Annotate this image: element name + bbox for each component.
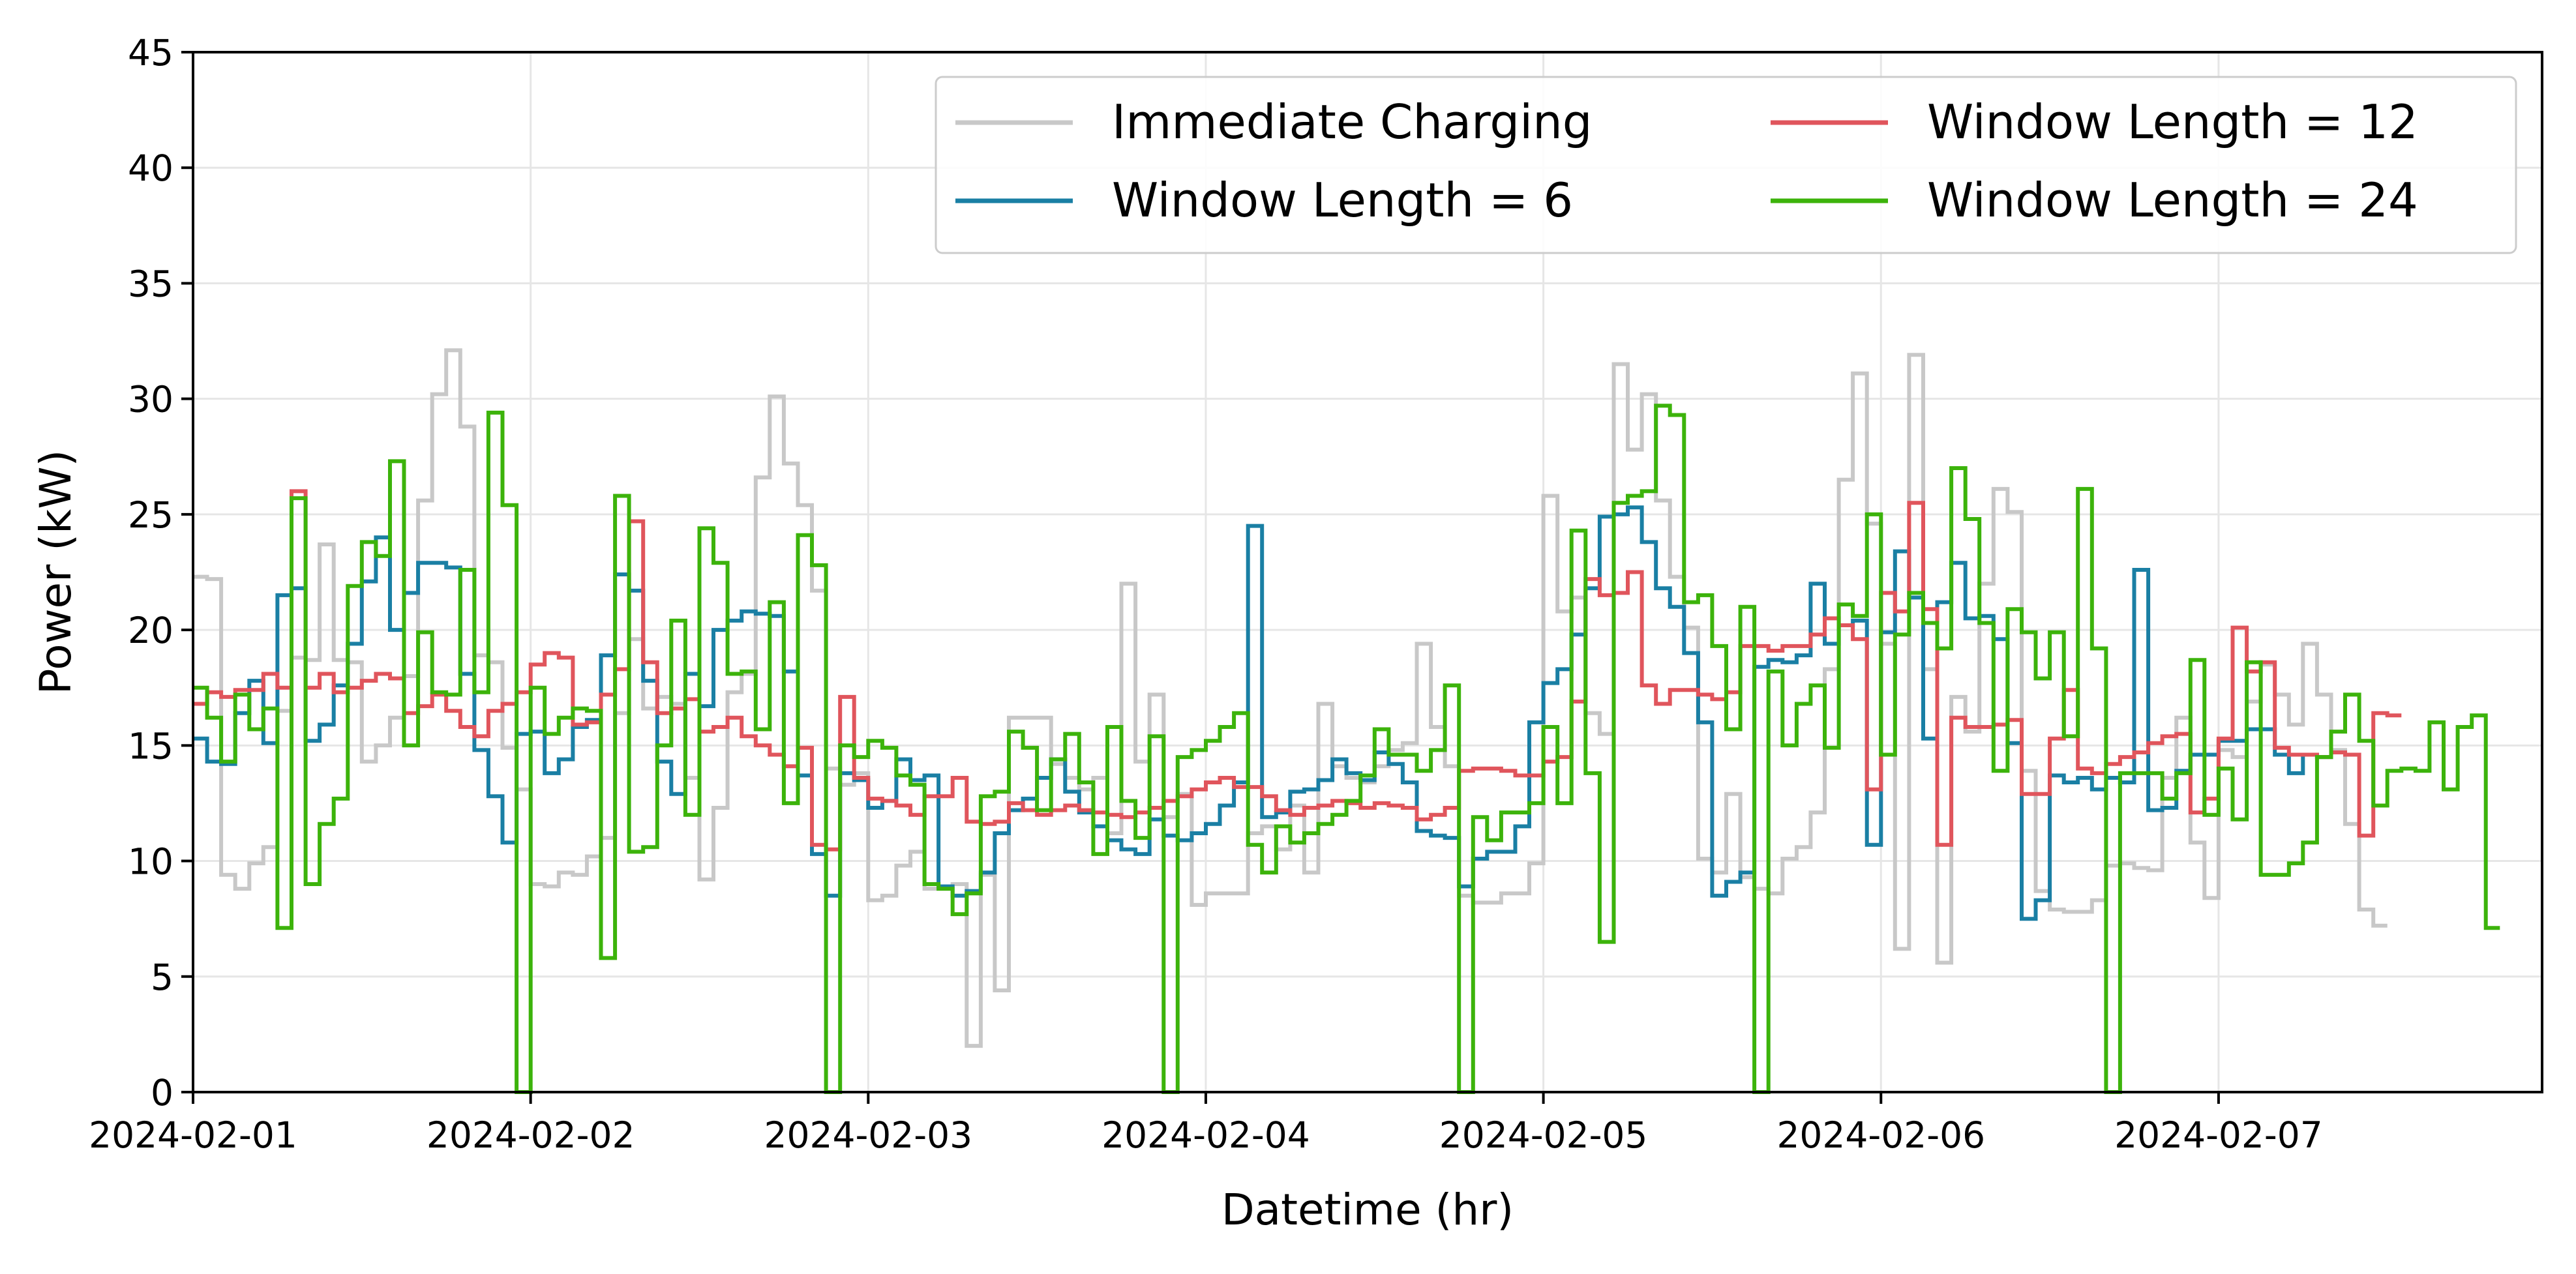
series-line-1: [193, 348, 2388, 1048]
y-tick-label: 30: [128, 379, 173, 421]
legend-label-1: Immediate Charging: [1112, 95, 1592, 149]
x-tick-label: 2024-02-04: [1101, 1114, 1310, 1156]
plot-frame: [192, 51, 2543, 1093]
x-axis-label: Datetime (hr): [1221, 1185, 1514, 1235]
y-tick-label: 35: [128, 263, 173, 304]
x-tick-label: 2024-02-05: [1439, 1114, 1648, 1156]
legend: Immediate Charging Window Length = 6 Windo…: [935, 76, 2517, 254]
y-tick-label: 40: [128, 147, 173, 189]
y-axis-label: Power (kW): [31, 450, 81, 695]
series-line-4: [193, 404, 2500, 1094]
y-tick-label: 45: [128, 32, 173, 74]
series-line-3: [193, 489, 2402, 852]
x-tick-label: 2024-02-06: [1776, 1114, 1985, 1156]
y-tick-label: 0: [151, 1072, 173, 1114]
y-tick-label: 15: [128, 725, 173, 767]
y-tick-label: 20: [128, 610, 173, 651]
axes: 0 5 10 15 20 25 30 35 40 45 2024-02-01 2024-02-02 20…: [89, 32, 2323, 1156]
legend-label-4: Window Length = 24: [1927, 173, 2418, 228]
series-lines: [193, 348, 2500, 1094]
y-tick-label: 25: [128, 494, 173, 536]
y-tick-label: 10: [128, 841, 173, 883]
legend-label-3: Window Length = 12: [1927, 95, 2418, 149]
x-tick-label: 2024-02-03: [764, 1114, 972, 1156]
y-tick-label: 5: [151, 956, 173, 998]
legend-label-2: Window Length = 6: [1112, 173, 1573, 228]
x-tick-label: 2024-02-01: [89, 1114, 297, 1156]
legend-box: [935, 76, 2517, 254]
x-tick-label: 2024-02-07: [2114, 1114, 2323, 1156]
x-tick-label: 2024-02-02: [427, 1114, 635, 1156]
